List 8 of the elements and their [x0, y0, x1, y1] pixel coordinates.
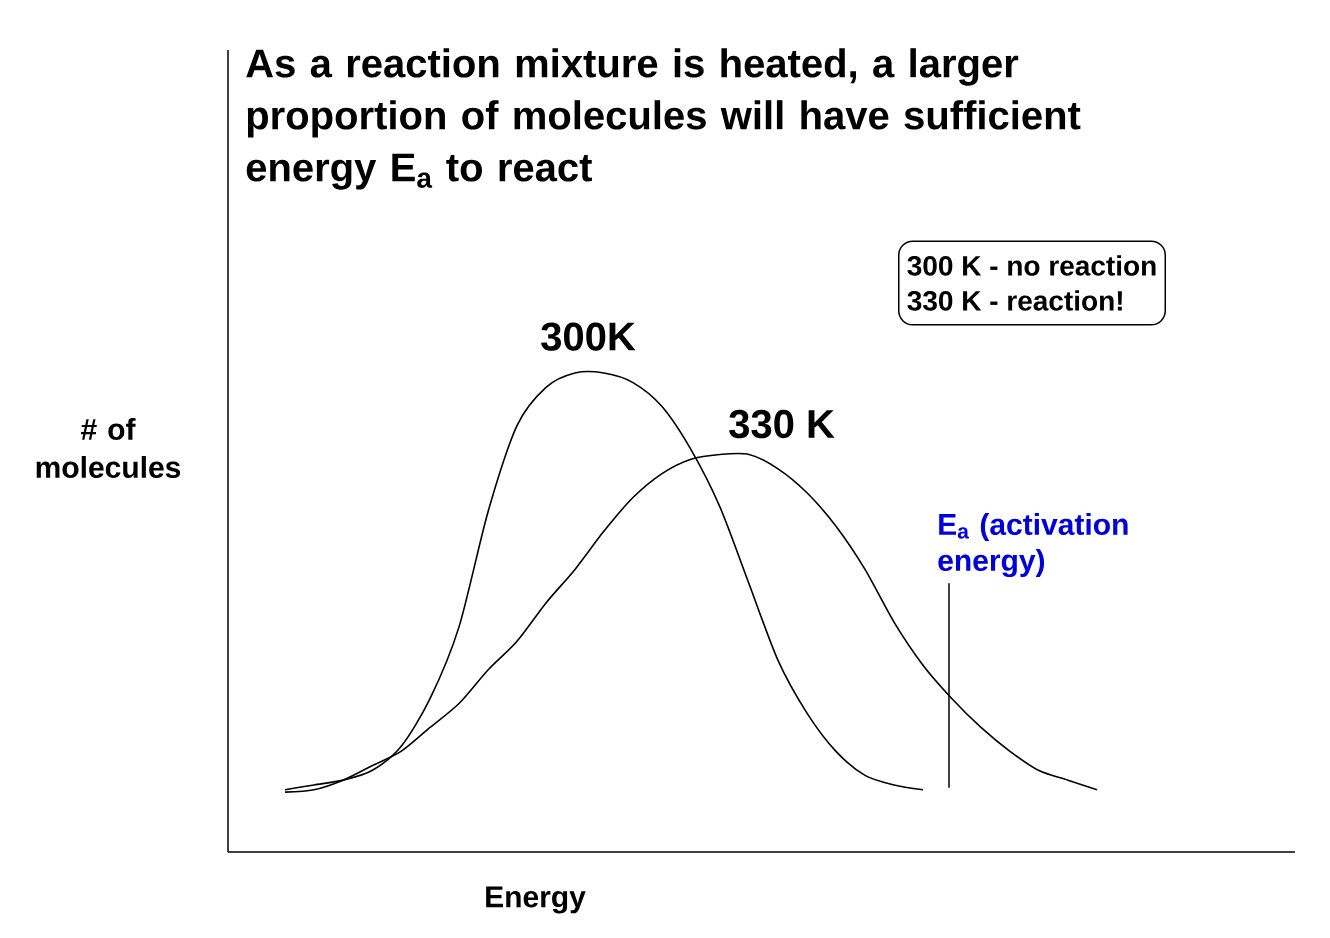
annotation: E$_{a}$ (activation energy): [938, 513, 1128, 578]
text: 300 K - no reaction: [907, 255, 1156, 276]
y-axis-title: # of molecules: [36, 417, 181, 479]
text: 330 K - reaction!: [907, 290, 1122, 311]
series-label: 330 K: [729, 409, 835, 439]
x-axis-title: Energy: [486, 886, 586, 914]
series-label: 300K: [541, 322, 636, 351]
chart-title: As a reaction mixture is heated, a larger proportion of molecules will have sufficient energy E$_{a}$ to react: [246, 48, 1081, 190]
